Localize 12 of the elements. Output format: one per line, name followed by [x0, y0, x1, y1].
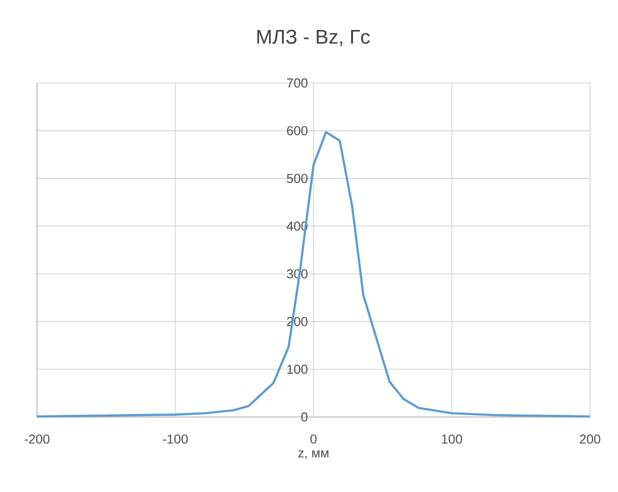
x-tick-label: 200: [580, 434, 600, 444]
x-tick-label: -100: [162, 434, 188, 444]
y-tick-label: 100: [287, 364, 308, 374]
y-tick-label: 500: [286, 174, 308, 183]
x-tick-label: 0: [310, 434, 317, 444]
y-tick-label: 700: [287, 78, 308, 88]
x-tick-label: -200: [24, 434, 50, 444]
chart-title: МЛЗ - Bz, Гс: [257, 30, 370, 46]
y-tick-label: 0: [301, 412, 308, 422]
x-axis-title: z, мм: [298, 450, 328, 460]
y-tick-label: 600: [287, 126, 308, 136]
x-tick-label: 100: [442, 434, 462, 444]
